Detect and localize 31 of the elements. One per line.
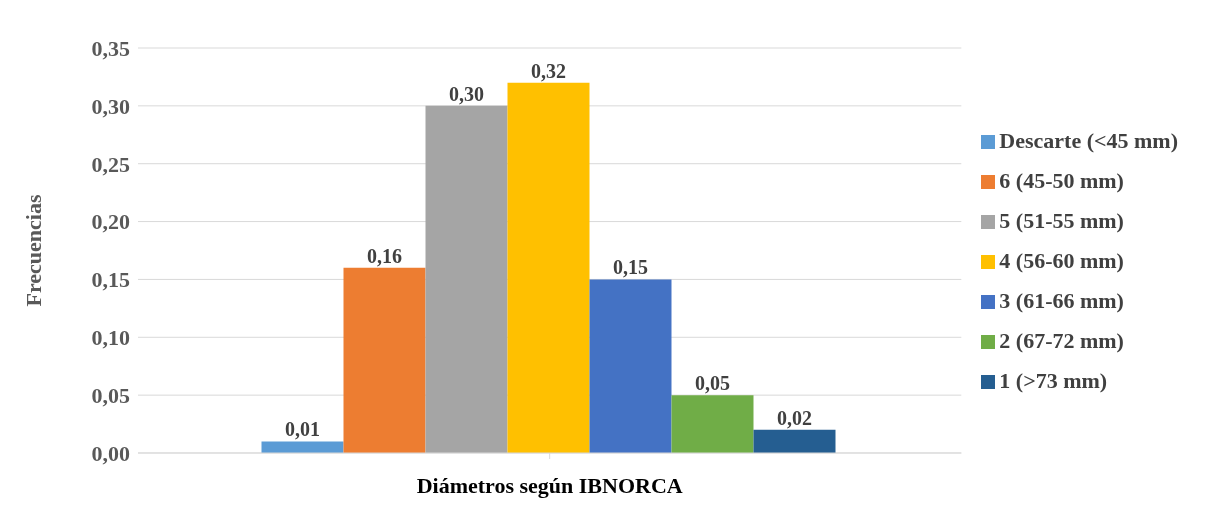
- bar: [589, 279, 672, 453]
- legend-label: 3 (61-66 mm): [999, 287, 1124, 313]
- y-tick-label: 0,00: [91, 440, 130, 466]
- data-label: 0,05: [695, 372, 730, 395]
- bar: [671, 395, 754, 453]
- data-label: 0,32: [531, 59, 566, 82]
- bar: [261, 441, 344, 453]
- y-tick-label: 0,25: [91, 151, 130, 177]
- data-label: 0,01: [285, 418, 320, 441]
- data-label: 0,16: [367, 244, 402, 267]
- bar: [753, 429, 836, 453]
- y-tick-label: 0,05: [91, 382, 130, 408]
- y-tick-label: 0,35: [91, 35, 130, 61]
- bar: [507, 82, 590, 453]
- legend-label: 6 (45-50 mm): [999, 167, 1124, 193]
- y-axis-title: Frecuencias: [20, 194, 46, 307]
- y-tick-label: 0,30: [91, 93, 130, 119]
- y-tick-label: 0,20: [91, 209, 130, 235]
- legend-label: 1 (>73 mm): [999, 367, 1108, 393]
- bar: [343, 267, 426, 453]
- y-tick-label: 0,10: [91, 325, 130, 351]
- legend-label: Descarte (<45 mm): [999, 127, 1178, 153]
- data-label: 0,02: [777, 406, 812, 429]
- legend-label: 2 (67-72 mm): [999, 327, 1124, 353]
- bar: [425, 105, 508, 453]
- legend-label: 5 (51-55 mm): [999, 207, 1124, 233]
- legend-label: 4 (56-60 mm): [999, 247, 1124, 273]
- x-axis-title: Diámetros según IBNORCA: [416, 473, 683, 498]
- data-label: 0,30: [449, 82, 484, 105]
- data-label: 0,15: [613, 256, 648, 279]
- y-tick-label: 0,15: [91, 267, 130, 293]
